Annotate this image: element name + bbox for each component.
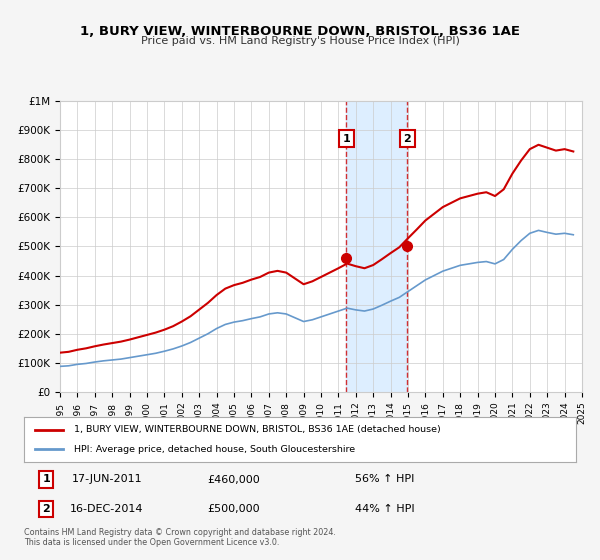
Text: £500,000: £500,000 bbox=[208, 504, 260, 514]
Text: 17-JUN-2011: 17-JUN-2011 bbox=[71, 474, 142, 484]
Text: Contains HM Land Registry data © Crown copyright and database right 2024.: Contains HM Land Registry data © Crown c… bbox=[24, 528, 336, 536]
Text: 16-DEC-2014: 16-DEC-2014 bbox=[70, 504, 143, 514]
Text: 1, BURY VIEW, WINTERBOURNE DOWN, BRISTOL, BS36 1AE (detached house): 1, BURY VIEW, WINTERBOURNE DOWN, BRISTOL… bbox=[74, 425, 440, 434]
Text: 1, BURY VIEW, WINTERBOURNE DOWN, BRISTOL, BS36 1AE: 1, BURY VIEW, WINTERBOURNE DOWN, BRISTOL… bbox=[80, 25, 520, 38]
Bar bbox=[346, 101, 407, 392]
Text: HPI: Average price, detached house, South Gloucestershire: HPI: Average price, detached house, Sout… bbox=[74, 445, 355, 454]
Text: Price paid vs. HM Land Registry's House Price Index (HPI): Price paid vs. HM Land Registry's House … bbox=[140, 36, 460, 46]
Text: 44% ↑ HPI: 44% ↑ HPI bbox=[355, 504, 415, 514]
Text: £460,000: £460,000 bbox=[208, 474, 260, 484]
Text: 1: 1 bbox=[42, 474, 50, 484]
Text: This data is licensed under the Open Government Licence v3.0.: This data is licensed under the Open Gov… bbox=[24, 538, 280, 547]
Text: 2: 2 bbox=[42, 504, 50, 514]
Text: 56% ↑ HPI: 56% ↑ HPI bbox=[355, 474, 415, 484]
Text: 1: 1 bbox=[343, 134, 350, 144]
Text: 2: 2 bbox=[403, 134, 411, 144]
